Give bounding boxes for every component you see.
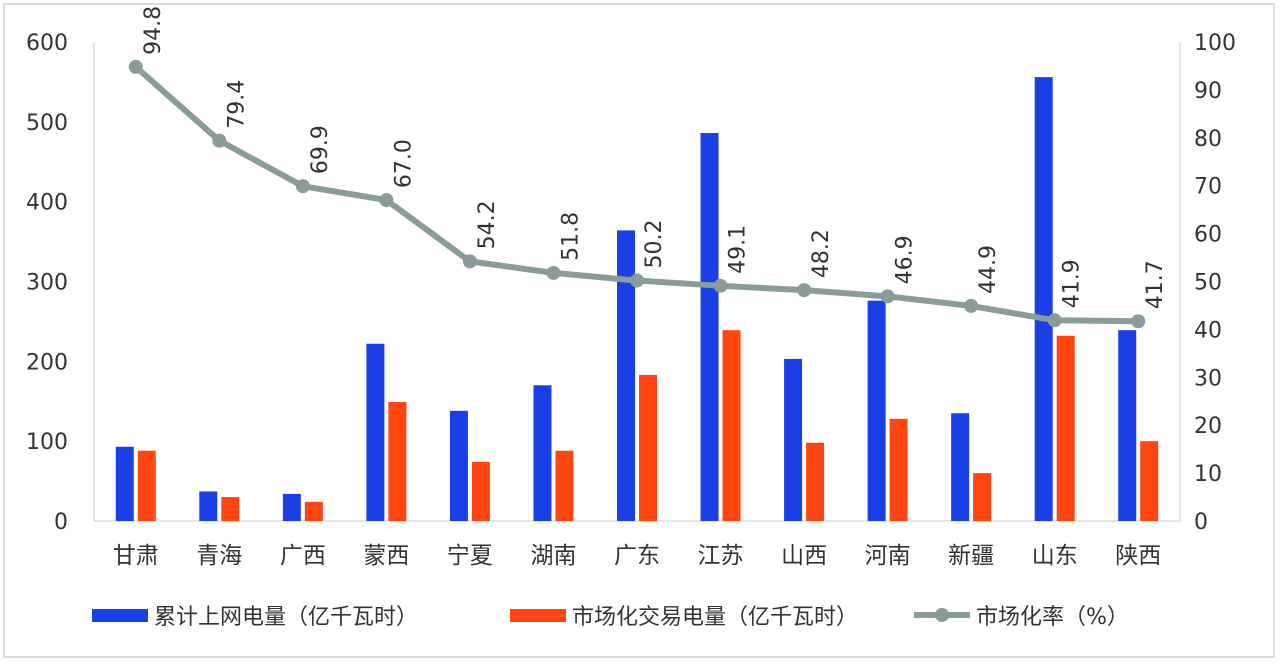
left-tick-label: 0: [54, 510, 68, 535]
legend-label: 累计上网电量（亿千瓦时）: [154, 605, 418, 630]
data-label: 49.1: [726, 225, 751, 274]
legend-marker: [935, 608, 949, 622]
right-tick-label: 80: [1194, 127, 1222, 152]
data-label: 69.9: [308, 125, 333, 174]
bar-grid-power: [1034, 77, 1053, 522]
category-label: 青海: [196, 543, 242, 569]
right-tick-label: 40: [1194, 318, 1222, 343]
data-label: 41.9: [1060, 259, 1085, 308]
data-label: 44.9: [976, 245, 1001, 294]
left-tick-label: 300: [26, 271, 68, 296]
market-rate-point: [462, 254, 477, 269]
right-tick-label: 30: [1194, 366, 1222, 391]
market-rate-point: [630, 273, 644, 288]
bar-market-power: [1140, 441, 1159, 521]
data-label: 50.2: [642, 220, 667, 269]
right-tick-label: 10: [1194, 462, 1222, 487]
market-rate-point: [797, 283, 812, 298]
category-label: 江苏: [698, 543, 744, 569]
bar-grid-power: [282, 493, 301, 521]
left-tick-label: 600: [26, 31, 68, 56]
bar-grid-power: [951, 413, 970, 521]
right-tick-label: 50: [1194, 271, 1222, 296]
legend-label: 市场化交易电量（亿千瓦时）: [572, 605, 858, 630]
right-tick-label: 20: [1194, 414, 1222, 439]
right-tick-label: 60: [1194, 223, 1222, 248]
category-label: 宁夏: [447, 543, 493, 569]
legend-label: 市场化率（%）: [976, 605, 1129, 630]
bar-grid-power: [199, 491, 218, 521]
bar-grid-power: [700, 133, 719, 521]
category-label: 山东: [1032, 543, 1078, 569]
market-rate-point: [1131, 314, 1146, 329]
bar-market-power: [1056, 335, 1075, 521]
market-rate-point: [379, 193, 394, 208]
combo-chart: 0 100 200 300 400 500 600 0 10 20 30 40 50 60 70 80 90 10…: [26, 6, 1236, 630]
bar-grid-power: [784, 358, 803, 521]
category-label: 广西: [280, 543, 326, 569]
bar-market-power: [304, 501, 323, 521]
left-tick-label: 500: [26, 111, 68, 136]
right-tick-label: 100: [1194, 31, 1236, 56]
bar-grid-power: [449, 410, 468, 521]
bar-grid-power: [533, 385, 552, 521]
right-tick-label: 70: [1194, 175, 1222, 200]
left-tick-label: 100: [26, 430, 68, 455]
bar-market-power: [722, 330, 741, 521]
data-label: 94.8: [141, 6, 166, 55]
legend-swatch: [510, 609, 566, 622]
category-label: 甘肃: [113, 543, 159, 569]
bar-market-power: [639, 374, 657, 521]
category-label: 广东: [614, 543, 660, 569]
category-label: 蒙西: [363, 543, 409, 569]
right-tick-label: 0: [1194, 510, 1208, 535]
bar-market-power: [221, 497, 240, 521]
chart-frame: 0 100 200 300 400 500 600 0 10 20 30 40 50 60 70 80 90 10…: [3, 3, 1275, 658]
bar-market-power: [471, 461, 490, 521]
bar-grid-power: [617, 230, 635, 521]
left-tick-label: 200: [26, 350, 68, 375]
category-label: 山西: [781, 543, 827, 569]
data-label: 46.9: [893, 235, 918, 284]
data-label: 79.4: [224, 80, 249, 129]
data-label: 54.2: [475, 200, 500, 249]
market-rate-point: [880, 289, 895, 304]
category-label: 陕西: [1115, 543, 1161, 569]
left-tick-label: 400: [26, 191, 68, 216]
bar-grid-power: [867, 300, 886, 521]
bar-market-power: [973, 473, 992, 521]
market-rate-point: [1047, 313, 1062, 328]
market-rate-point: [713, 278, 728, 293]
data-label: 51.8: [558, 212, 583, 261]
right-tick-label: 90: [1194, 79, 1222, 104]
bar-grid-power: [115, 446, 134, 521]
market-rate-point: [964, 298, 979, 313]
legend-swatch: [92, 609, 148, 622]
bar-market-power: [889, 418, 908, 521]
data-label: 41.7: [1143, 260, 1168, 309]
bar-grid-power: [1118, 330, 1137, 521]
bar-market-power: [555, 450, 574, 521]
bar-market-power: [806, 442, 825, 521]
category-label: 新疆: [948, 543, 994, 569]
market-rate-point: [546, 265, 561, 280]
market-rate-point: [295, 179, 310, 194]
bar-market-power: [137, 450, 156, 521]
market-rate-point: [128, 59, 143, 74]
market-rate-point: [212, 133, 227, 148]
bar-market-power: [388, 402, 407, 521]
data-label: 48.2: [809, 229, 834, 278]
category-label: 河南: [865, 543, 911, 569]
bar-grid-power: [366, 343, 385, 521]
data-label: 67.0: [391, 139, 416, 188]
category-label: 湖南: [530, 543, 576, 569]
